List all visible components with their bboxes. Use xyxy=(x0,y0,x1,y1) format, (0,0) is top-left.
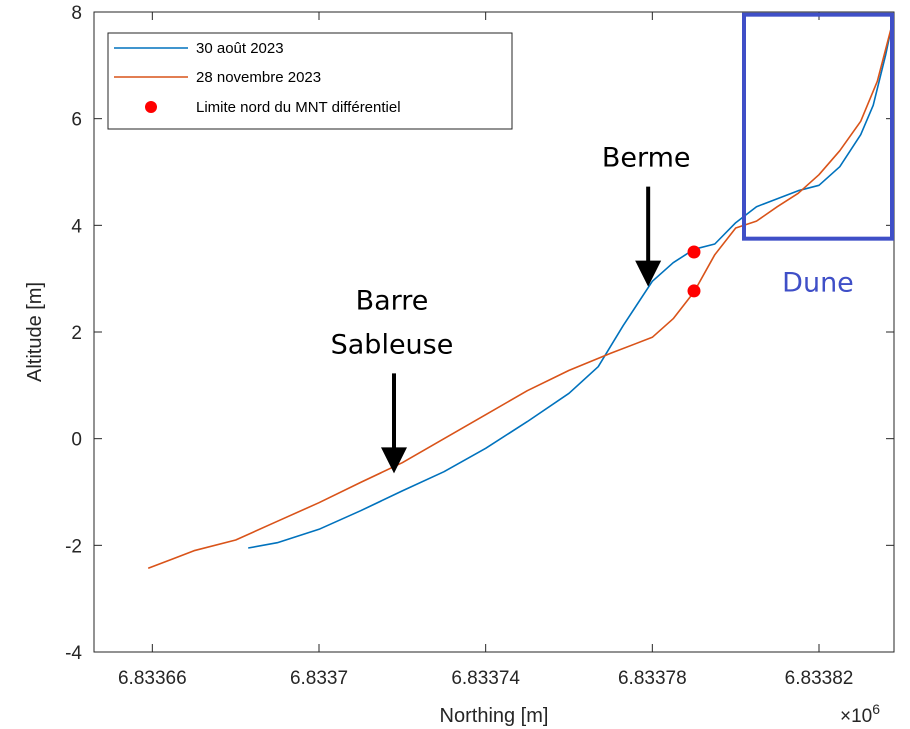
x-exponent-power: 6 xyxy=(872,701,880,717)
x-tick-label: 6.83374 xyxy=(451,668,520,689)
x-exponent-base: ×10 xyxy=(840,706,872,727)
annotation-arrow-head xyxy=(635,260,662,287)
x-tick-label: 6.83366 xyxy=(118,668,187,689)
legend-box xyxy=(107,32,513,130)
y-tick-label: 4 xyxy=(71,216,82,237)
series-line-2 xyxy=(147,25,893,570)
legend-label-series-2: 28 novembre 2023 xyxy=(196,69,321,86)
limit-point-marker xyxy=(687,245,701,259)
series-line-1 xyxy=(248,25,893,549)
annotation-label: Barre xyxy=(356,285,429,316)
annotation-layer: Barre Sableuse Berme Dune xyxy=(331,12,894,474)
y-tick-label: 6 xyxy=(71,110,82,131)
legend-label-limit-points: Limite nord du MNT différentiel xyxy=(196,99,401,116)
annotation-label: Berme xyxy=(602,143,691,174)
y-tick-label: 2 xyxy=(71,323,82,344)
x-tick-label: 6.8337 xyxy=(290,668,348,689)
y-tick-label: 0 xyxy=(71,430,82,451)
x-axis-label: Northing [m] xyxy=(440,705,549,727)
legend-marker-limit-points xyxy=(145,101,157,113)
y-tick-label: 8 xyxy=(71,3,82,24)
y-axis-label: Altitude [m] xyxy=(24,282,46,382)
annotation-arrow-head xyxy=(381,447,407,474)
legend: 30 août 2023 28 novembre 2023 Limite nor… xyxy=(107,32,513,130)
y-tick-label: -4 xyxy=(65,643,82,664)
annotation-label: Sableuse xyxy=(331,329,454,360)
dune-label: Dune xyxy=(782,268,854,299)
x-exponent-label: ×106 xyxy=(840,701,880,727)
legend-label-series-1: 30 août 2023 xyxy=(196,40,284,57)
x-tick-label: 6.83382 xyxy=(785,668,854,689)
x-tick-label: 6.83378 xyxy=(618,668,687,689)
axis-ticks: 6.83366 6.8337 6.83374 6.83378 6.83382 -4 -2 0 2… xyxy=(65,3,894,689)
limit-point-marker xyxy=(687,284,701,298)
series-layer xyxy=(147,25,893,570)
dune-highlight-box xyxy=(742,12,894,241)
y-tick-label: -2 xyxy=(65,536,82,557)
